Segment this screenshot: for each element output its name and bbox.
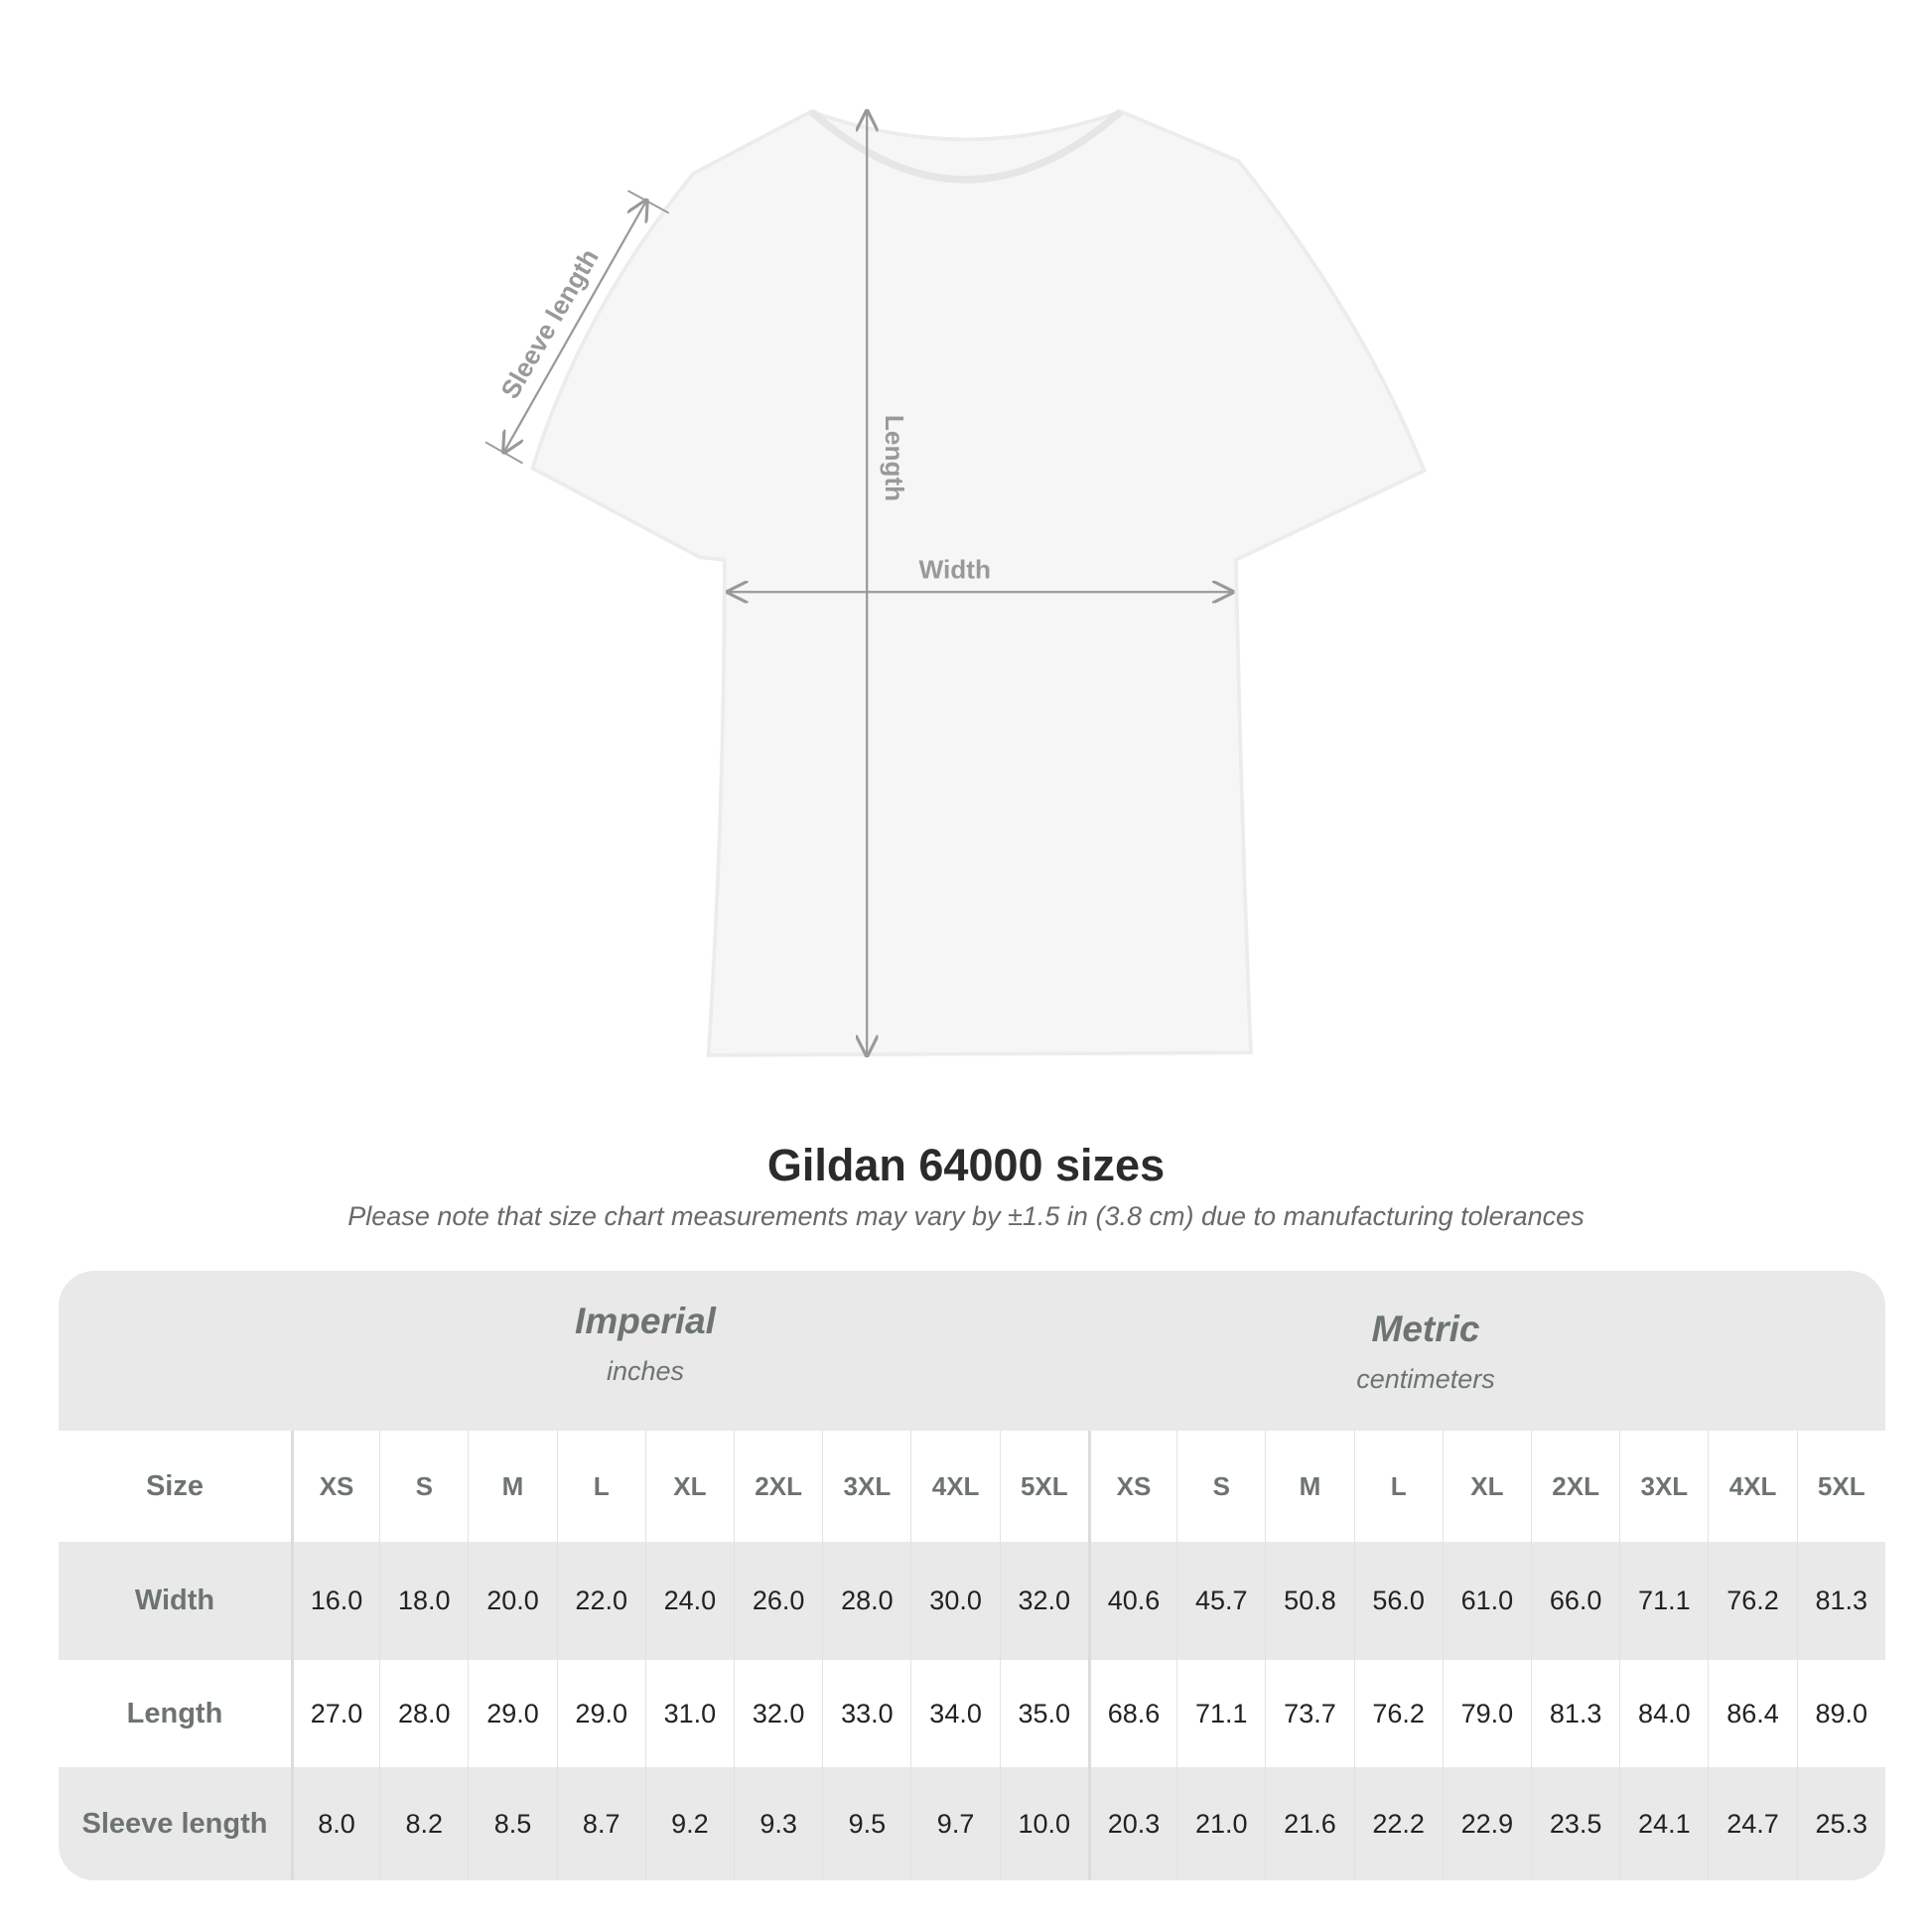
tolerance-note: Please note that size chart measurements…	[347, 1201, 1585, 1231]
length-label: Length	[880, 415, 909, 501]
tshirt-measurement-diagram: Length Width Sleeve length	[484, 108, 1427, 1115]
table-cell: 8.0	[290, 1767, 379, 1880]
table-cell: 89.0	[1796, 1660, 1885, 1767]
table-cell: 29.0	[556, 1660, 645, 1767]
table-cell: 71.1	[1176, 1660, 1265, 1767]
size-header-cell: XS	[1087, 1431, 1176, 1542]
table-cell: 22.9	[1442, 1767, 1531, 1880]
table-cell: 23.5	[1531, 1767, 1619, 1880]
size-header-cell: 4XL	[1708, 1431, 1796, 1542]
table-cell: 45.7	[1176, 1542, 1265, 1660]
table-cell: 24.1	[1619, 1767, 1708, 1880]
table-cell: 34.0	[910, 1660, 999, 1767]
table-cell: 18.0	[379, 1542, 468, 1660]
table-cell: 28.0	[822, 1542, 910, 1660]
imperial-title: Imperial	[575, 1301, 716, 1341]
table-cell: 26.0	[734, 1542, 822, 1660]
table-cell: 79.0	[1442, 1660, 1531, 1767]
size-header-cell: 3XL	[822, 1431, 910, 1542]
table-cell: 21.6	[1265, 1767, 1353, 1880]
table-cell: 9.7	[910, 1767, 999, 1880]
size-header-cell: M	[1265, 1431, 1353, 1542]
size-header-cell: XL	[1442, 1431, 1531, 1542]
table-cell: 30.0	[910, 1542, 999, 1660]
size-header-cell: 2XL	[1531, 1431, 1619, 1542]
table-cell: 71.1	[1619, 1542, 1708, 1660]
size-header-cell: 4XL	[910, 1431, 999, 1542]
table-cell: 76.2	[1353, 1660, 1443, 1767]
table-cell: 66.0	[1531, 1542, 1619, 1660]
table-cell: 9.2	[644, 1767, 734, 1880]
table-cell: 8.7	[556, 1767, 645, 1880]
table-cell: 24.0	[644, 1542, 734, 1660]
table-cell: 86.4	[1708, 1660, 1796, 1767]
table-cell: 24.7	[1708, 1767, 1796, 1880]
page-title: Gildan 64000 sizes	[766, 1140, 1166, 1190]
size-header-cell: L	[556, 1431, 645, 1542]
table-cell: 84.0	[1619, 1660, 1708, 1767]
size-header-cell: 5XL	[1796, 1431, 1885, 1542]
table-cell: 9.3	[734, 1767, 822, 1880]
table-row: Length 27.0 28.0 29.0 29.0 31.0 32.0 33.0 34.0 35…	[59, 1660, 1885, 1767]
table-cell: 81.3	[1796, 1542, 1885, 1660]
row-label: Sleeve length	[81, 1807, 268, 1840]
imperial-unit: inches	[606, 1356, 685, 1386]
table-cell: 73.7	[1265, 1660, 1353, 1767]
tshirt-collar	[808, 108, 1124, 184]
table-cell: 21.0	[1176, 1767, 1265, 1880]
table-row: Sleeve length 8.0 8.2 8.5 8.7 9.2 9.3 9.5 9.7 10.…	[59, 1767, 1885, 1880]
table-cell: 32.0	[999, 1542, 1088, 1660]
table-cell: 33.0	[822, 1660, 910, 1767]
imperial-header: Imperial inches	[291, 1301, 1000, 1387]
sleeve-arrow	[504, 201, 646, 452]
table-cell: 22.0	[556, 1542, 645, 1660]
table-cell: 25.3	[1796, 1767, 1885, 1880]
table-cell: 32.0	[734, 1660, 822, 1767]
table-cell: 61.0	[1442, 1542, 1531, 1660]
size-header-cell: 3XL	[1619, 1431, 1708, 1542]
table-header: Imperial inches Metric centimeters	[59, 1271, 1885, 1431]
table-cell: 28.0	[379, 1660, 468, 1767]
table-cell: 40.6	[1087, 1542, 1176, 1660]
table-cell: 50.8	[1265, 1542, 1353, 1660]
table-cell: 27.0	[290, 1660, 379, 1767]
metric-unit: centimeters	[1356, 1364, 1495, 1394]
table-cell: 20.0	[468, 1542, 556, 1660]
table-cell: 8.5	[468, 1767, 556, 1880]
table-cell: 8.2	[379, 1767, 468, 1880]
size-row: Size XS S M L XL 2XL 3XL 4XL 5XL XS S M L XL 2XL 3XL 4XL 5…	[59, 1431, 1885, 1542]
table-cell: 56.0	[1353, 1542, 1443, 1660]
table-cell: 10.0	[999, 1767, 1088, 1880]
size-header-cell: S	[379, 1431, 468, 1542]
width-label: Width	[919, 555, 991, 585]
table-cell: 81.3	[1531, 1660, 1619, 1767]
size-header-cell: L	[1353, 1431, 1443, 1542]
table-cell: 20.3	[1087, 1767, 1176, 1880]
size-header-cell: 2XL	[734, 1431, 822, 1542]
metric-title: Metric	[1371, 1309, 1480, 1349]
table-cell: 9.5	[822, 1767, 910, 1880]
size-header-cell: 5XL	[999, 1431, 1088, 1542]
size-header-cell: M	[468, 1431, 556, 1542]
row-label: Size	[145, 1469, 204, 1502]
size-header-cell: XL	[644, 1431, 734, 1542]
table-cell: 76.2	[1708, 1542, 1796, 1660]
metric-header: Metric centimeters	[1071, 1309, 1780, 1395]
size-table: Imperial inches Metric centimeters Size X…	[59, 1271, 1885, 1880]
table-cell: 16.0	[290, 1542, 379, 1660]
row-label: Length	[126, 1697, 223, 1729]
table-cell: 29.0	[468, 1660, 556, 1767]
table-row: Width 16.0 18.0 20.0 22.0 24.0 26.0 28.0 30.0 32.…	[59, 1542, 1885, 1660]
table-cell: 68.6	[1087, 1660, 1176, 1767]
table-cell: 22.2	[1353, 1767, 1443, 1880]
table-cell: 31.0	[644, 1660, 734, 1767]
size-header-cell: S	[1176, 1431, 1265, 1542]
row-label: Width	[134, 1585, 215, 1616]
size-header-cell: XS	[290, 1431, 379, 1542]
table-cell: 35.0	[999, 1660, 1088, 1767]
